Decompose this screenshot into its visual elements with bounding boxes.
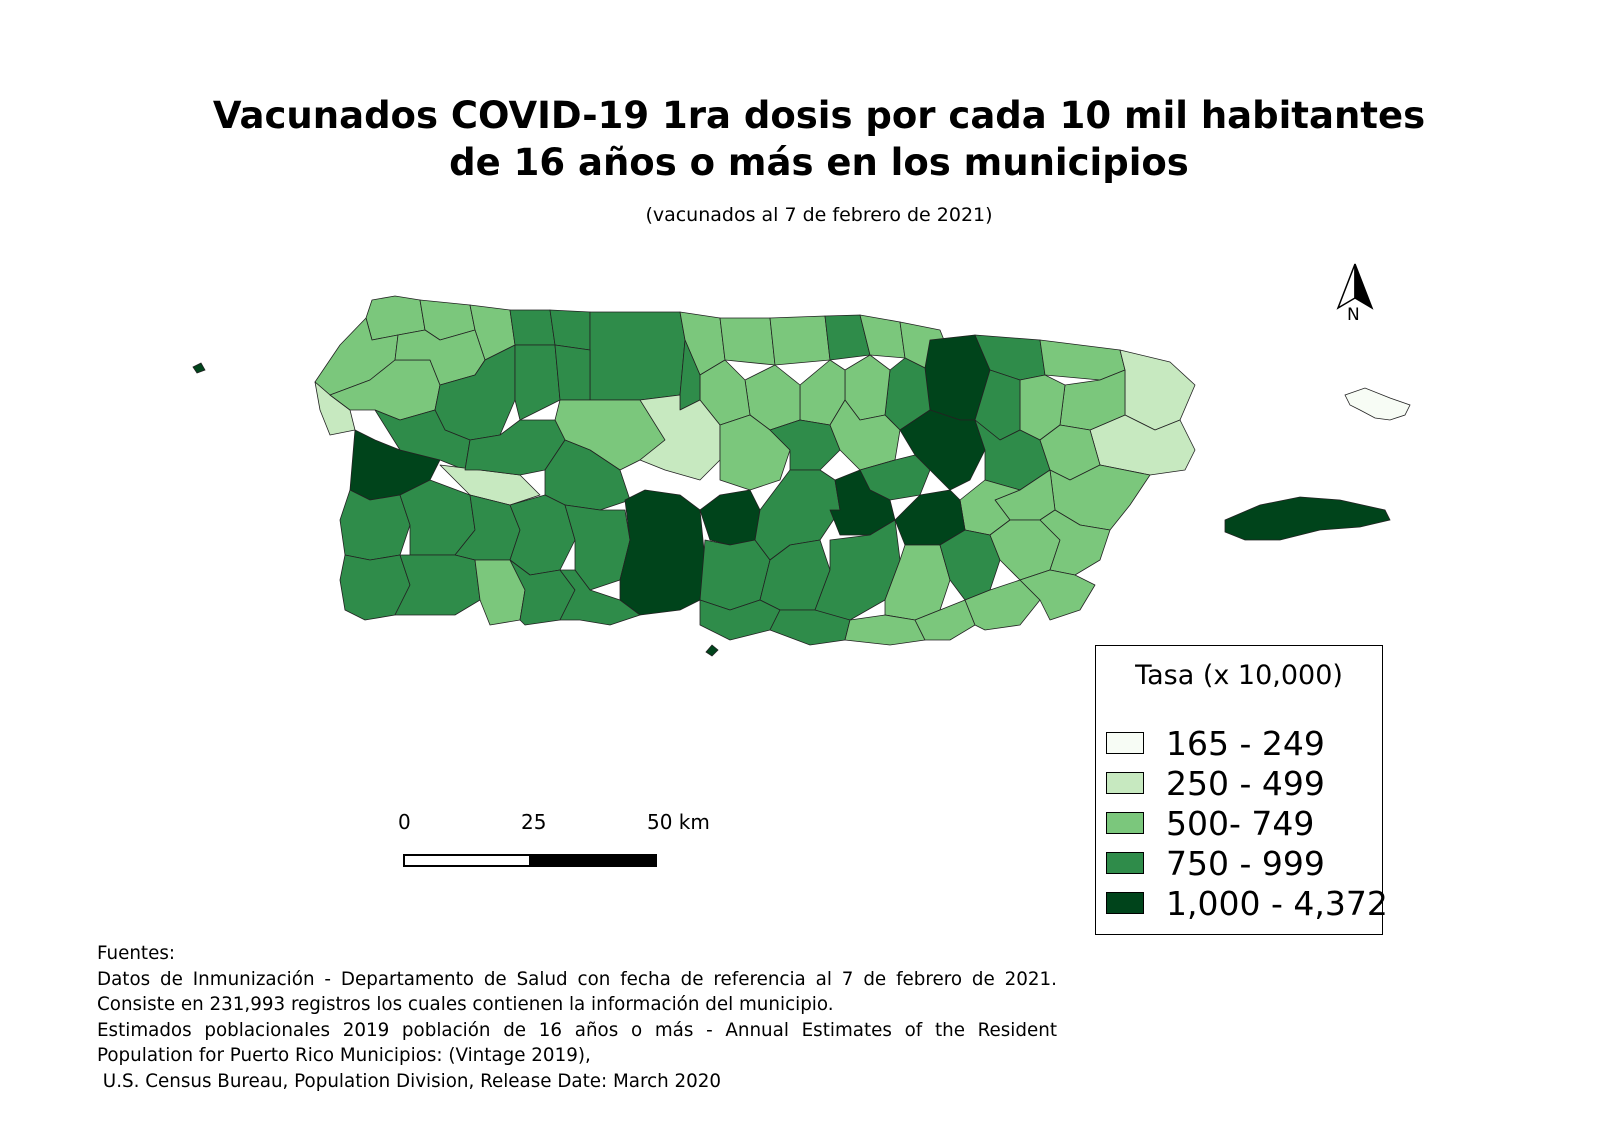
north-arrow-icon <box>1336 263 1374 310</box>
municipality <box>699 489 761 546</box>
north-label: N <box>1347 305 1360 325</box>
municipality <box>1039 339 1126 381</box>
municipality <box>549 309 591 351</box>
legend-label: 165 - 249 <box>1166 724 1325 763</box>
sources-line: Estimados poblacionales 2019 población d… <box>97 1019 1057 1041</box>
legend: Tasa (x 10,000) 165 - 249 250 - 499 500-… <box>1095 645 1388 935</box>
title-line-1: Vacunados COVID-19 1ra dosis por cada 10… <box>212 94 1426 137</box>
municipality <box>814 519 901 621</box>
legend-swatch <box>1106 852 1144 874</box>
scale-label-50: 50 km <box>647 810 710 834</box>
map-title: Vacunados COVID-19 1ra dosis por cada 10… <box>0 92 1600 186</box>
municipality <box>699 539 771 611</box>
municipality <box>619 489 706 616</box>
municipality <box>394 554 481 616</box>
title-line-2: de 16 años o más en los municipios <box>449 141 1189 184</box>
municipality <box>964 579 1041 631</box>
sources-block: Fuentes: Datos de Inmunización - Departa… <box>97 941 1057 1094</box>
municipality <box>939 529 1001 601</box>
municipality <box>509 309 556 346</box>
sources-line: U.S. Census Bureau, Population Division,… <box>97 1070 722 1092</box>
island-mona <box>192 362 206 374</box>
subtitle-text: (vacunados al 7 de febrero de 2021) <box>645 204 993 226</box>
legend-title: Tasa (x 10,000) <box>1135 660 1343 691</box>
municipality <box>769 419 841 471</box>
island-vieques <box>1224 496 1391 541</box>
municipality <box>719 414 791 491</box>
sources-line: Population for Puerto Rico Municipios: (… <box>97 1045 591 1066</box>
sources-line: Consiste en 231,993 registros los cuales… <box>97 994 834 1015</box>
scale-label-25: 25 <box>521 810 547 834</box>
municipality <box>1039 509 1111 576</box>
legend-swatch <box>1106 732 1144 754</box>
sources-heading: Fuentes: <box>97 943 176 964</box>
legend-swatch <box>1106 812 1144 834</box>
island-culebra <box>1344 387 1411 421</box>
municipality <box>1019 569 1096 621</box>
municipalities-layer <box>314 295 1196 646</box>
legend-label: 500- 749 <box>1166 804 1315 843</box>
legend-label: 750 - 999 <box>1166 844 1325 883</box>
municipality <box>754 469 841 561</box>
legend-swatch <box>1106 892 1144 914</box>
legend-label: 1,000 - 4,372 <box>1166 884 1388 923</box>
municipality <box>844 614 926 646</box>
municipality <box>769 315 831 366</box>
municipality <box>339 489 411 561</box>
municipality <box>559 569 641 626</box>
municipality <box>589 311 686 401</box>
municipality <box>554 344 591 401</box>
legend-label: 250 - 499 <box>1166 764 1325 803</box>
municipality <box>719 317 776 366</box>
island-caja-de-muertos <box>705 644 719 657</box>
islands-layer <box>192 362 1411 657</box>
scale-bar: 0 25 50 km <box>398 810 710 870</box>
legend-swatch <box>1106 772 1144 794</box>
scale-label-0: 0 <box>398 810 411 834</box>
sources-line: Datos de Inmunización - Departamento de … <box>97 968 1057 990</box>
scale-segment-black <box>529 854 657 867</box>
map-subtitle: (vacunados al 7 de febrero de 2021) <box>0 204 1600 226</box>
municipality <box>514 344 561 421</box>
scale-segment-white <box>403 854 531 867</box>
